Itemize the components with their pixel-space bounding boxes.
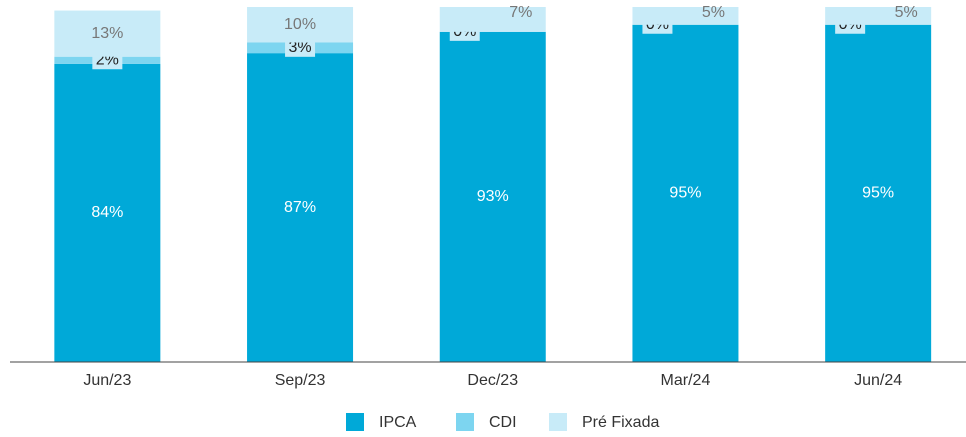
label-box	[285, 38, 316, 57]
legend-swatch	[456, 413, 474, 431]
bar-segment	[439, 31, 546, 362]
bar-segment	[54, 63, 161, 363]
legend-label: IPCA	[379, 414, 417, 431]
bar-segment	[54, 10, 161, 57]
x-tick-label: Mar/24	[661, 372, 711, 389]
bar-segment	[825, 24, 932, 362]
data-label: 13%	[91, 25, 123, 42]
data-label: 10%	[284, 16, 316, 33]
data-label: 93%	[477, 188, 509, 205]
data-label: 7%	[509, 4, 532, 21]
legend-swatch	[549, 413, 567, 431]
data-label: 84%	[91, 204, 123, 221]
data-label: 5%	[702, 4, 725, 21]
data-label: 95%	[862, 185, 894, 202]
data-label: 87%	[284, 199, 316, 216]
x-tick-label: Jun/23	[83, 372, 131, 389]
data-label: 3%	[288, 39, 311, 56]
x-tick-label: Jun/24	[854, 372, 902, 389]
bar-segment	[825, 7, 932, 25]
legend-label: CDI	[489, 414, 517, 431]
bar-segment	[632, 7, 739, 25]
bar-segment	[439, 7, 546, 32]
x-tick-label: Sep/23	[275, 372, 326, 389]
bar-segment	[247, 53, 354, 363]
data-label: 5%	[895, 4, 918, 21]
x-tick-label: Dec/23	[467, 372, 518, 389]
legend-label: Pré Fixada	[582, 414, 659, 431]
legend-swatch	[346, 413, 364, 431]
data-label: 95%	[669, 185, 701, 202]
bar-segment	[247, 7, 354, 43]
bar-segment	[632, 24, 739, 362]
